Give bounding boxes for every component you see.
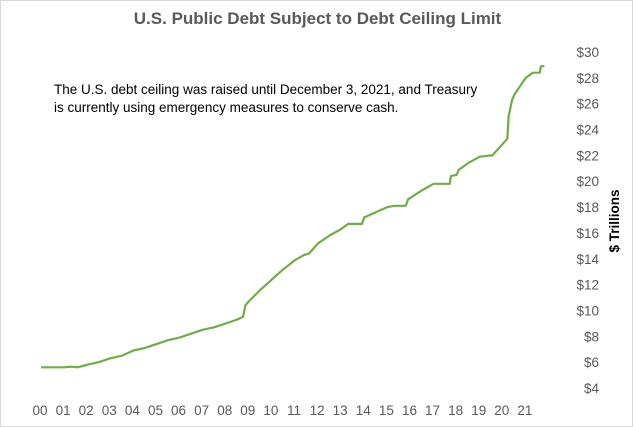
- y-tick-label: $12: [576, 278, 599, 293]
- x-tick-label: 05: [148, 403, 163, 418]
- y-tick-label: $14: [576, 252, 599, 267]
- x-tick-label: 10: [263, 403, 278, 418]
- y-tick-labels: $4 $6 $8 $10 $12 $14 $16 $18 $20 $22 $24 $26 $28 $30: [576, 45, 599, 396]
- x-tick-label: 07: [194, 403, 209, 418]
- series-layer: [41, 65, 545, 369]
- chart-title: U.S. Public Debt Subject to Debt Ceiling…: [133, 9, 502, 28]
- y-tick-label: $4: [584, 381, 600, 396]
- chart-annotation: The U.S. debt ceiling was raised until D…: [54, 81, 524, 117]
- y-tick-label: $28: [576, 71, 599, 86]
- annotation-line-1: The U.S. debt ceiling was raised until D…: [54, 82, 478, 97]
- x-tick-label: 02: [79, 403, 94, 418]
- y-tick-label: $6: [584, 355, 599, 370]
- x-tick-label: 18: [448, 403, 463, 418]
- x-tick-label: 14: [356, 403, 372, 418]
- y-tick-label: $26: [576, 97, 599, 112]
- x-tick-label: 06: [171, 403, 186, 418]
- x-tick-label: 12: [310, 403, 325, 418]
- y-tick-label: $8: [584, 329, 599, 344]
- x-tick-label: 08: [217, 403, 232, 418]
- x-tick-label: 03: [102, 403, 117, 418]
- y-tick-label: $20: [576, 174, 599, 189]
- y-tick-label: $18: [576, 200, 599, 215]
- x-tick-label: 01: [56, 403, 71, 418]
- x-tick-label: 11: [287, 403, 301, 418]
- x-tick-label: 15: [379, 403, 394, 418]
- x-tick-label: 09: [240, 403, 255, 418]
- y-tick-label: $24: [576, 123, 599, 138]
- y-tick-label: $10: [576, 303, 599, 318]
- x-tick-label: 19: [471, 403, 486, 418]
- x-tick-label: 16: [402, 403, 417, 418]
- debt-series-line: [41, 65, 545, 369]
- annotation-line-2: is currently using emergency measures to…: [54, 100, 399, 115]
- y-tick-label: $30: [576, 45, 599, 60]
- y-tick-label: $22: [576, 148, 599, 163]
- x-tick-label: 00: [32, 403, 47, 418]
- x-tick-label: 21: [517, 403, 532, 418]
- x-tick-labels: 00 01 02 03 04 05 06 07 08 09 10 11 12 13 14 15 16 17 18 19…: [32, 403, 532, 418]
- x-tick-label: 20: [494, 403, 509, 418]
- x-tick-label: 13: [333, 403, 348, 418]
- x-tick-label: 04: [125, 403, 141, 418]
- x-tick-label: 17: [425, 403, 440, 418]
- y-axis-title: $ Trillions: [607, 189, 622, 252]
- y-tick-label: $16: [576, 226, 599, 241]
